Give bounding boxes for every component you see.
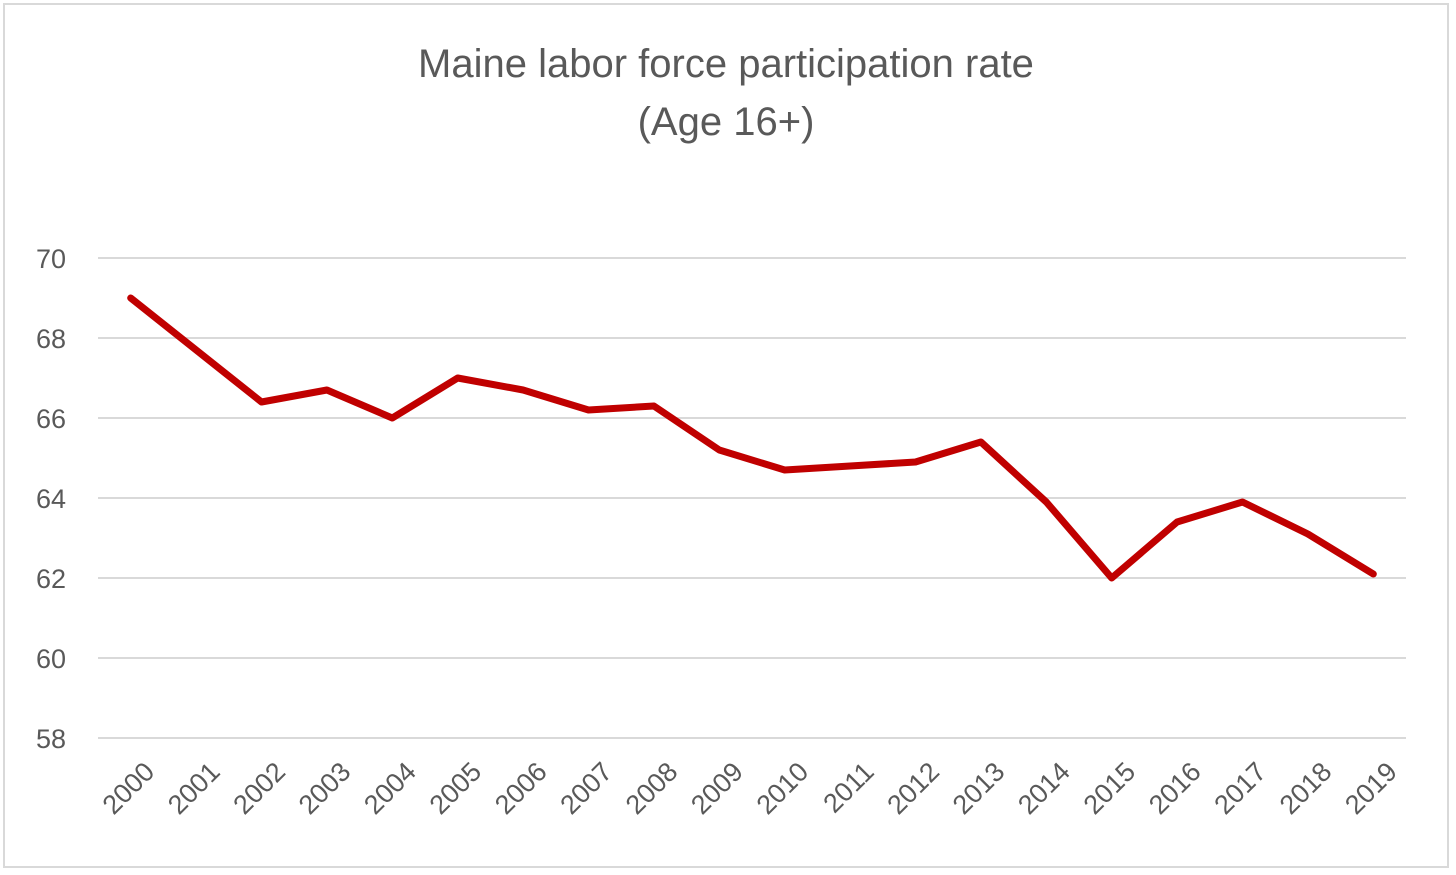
y-tick-label: 58 [36, 724, 66, 754]
chart-title-line-1: Maine labor force participation rate [418, 42, 1034, 86]
y-tick-label: 62 [36, 564, 66, 594]
x-tick-label: 2009 [685, 756, 749, 820]
x-tick-label: 2010 [751, 756, 815, 820]
x-axis-ticks: 2000 2001 2002 2003 2004 2005 2006 2007 2008 2009… [97, 756, 1403, 820]
series-line [127, 294, 1377, 582]
x-tick-label: 2012 [881, 756, 945, 820]
x-tick-label: 2005 [424, 756, 488, 820]
y-tick-label: 68 [36, 324, 66, 354]
x-tick-label: 2008 [620, 756, 684, 820]
x-tick-label: 2015 [1078, 756, 1142, 820]
x-tick-label: 2017 [1208, 756, 1272, 820]
x-tick-label: 2000 [97, 756, 161, 820]
y-axis-ticks: 58 60 62 64 66 68 70 [36, 244, 66, 754]
x-tick-label: 2019 [1339, 756, 1403, 820]
gridlines [98, 257, 1406, 739]
x-tick-label: 2013 [947, 756, 1011, 820]
x-tick-label: 2001 [162, 756, 226, 820]
chart-title-line-2: (Age 16+) [638, 100, 815, 144]
x-tick-label: 2007 [554, 756, 618, 820]
series-lines [127, 294, 1377, 582]
x-tick-label: 2006 [489, 756, 553, 820]
x-tick-label: 2016 [1143, 756, 1207, 820]
y-tick-label: 64 [36, 484, 66, 514]
x-tick-label: 2004 [358, 756, 422, 820]
x-tick-label: 2003 [293, 756, 357, 820]
x-tick-label: 2011 [817, 756, 879, 818]
x-tick-label: 2018 [1274, 756, 1338, 820]
y-tick-label: 70 [36, 244, 66, 274]
x-tick-label: 2002 [227, 756, 291, 820]
chart-frame [3, 3, 1449, 868]
y-tick-label: 66 [36, 404, 66, 434]
x-tick-label: 2014 [1012, 756, 1076, 820]
y-tick-label: 60 [36, 644, 66, 674]
